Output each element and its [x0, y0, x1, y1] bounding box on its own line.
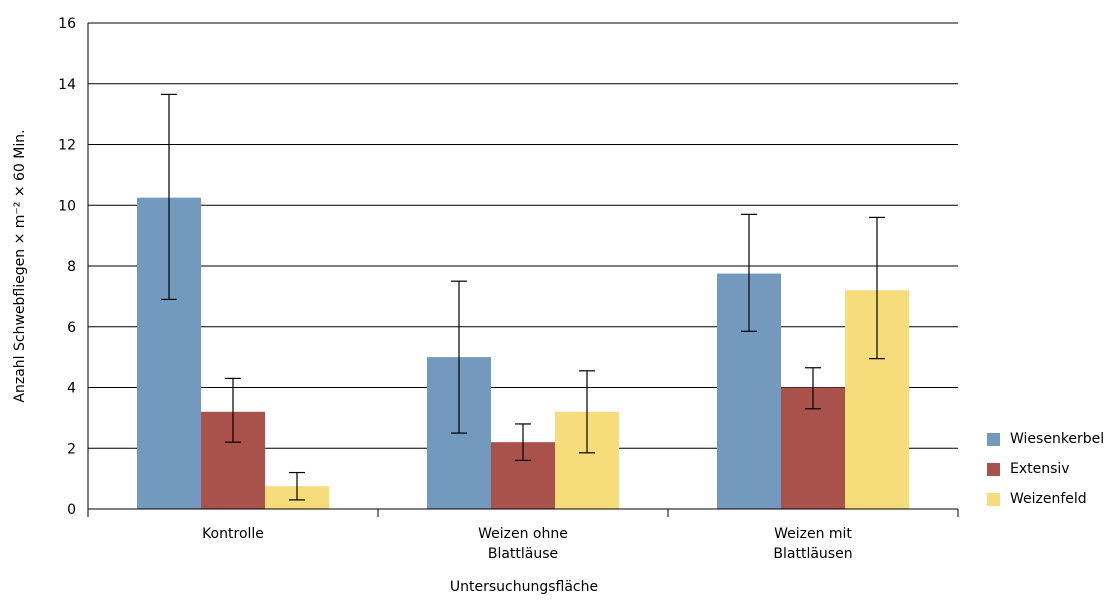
x-category-label: Kontrolle — [202, 526, 264, 542]
error-bar — [225, 377, 241, 443]
gridlines — [88, 22, 958, 449]
legend-swatch — [987, 462, 1000, 476]
error-bar — [805, 367, 821, 410]
y-tick-label: 0 — [67, 502, 76, 518]
legend-item-weizenfeld: Weizenfeld — [987, 484, 1104, 514]
axes — [87, 23, 959, 517]
y-tick-label: 8 — [67, 259, 76, 275]
error-bar — [869, 216, 885, 360]
legend-item-extensiv: Extensiv — [987, 454, 1104, 484]
error-bars — [161, 93, 885, 501]
legend-swatch — [987, 432, 1000, 446]
error-bar — [289, 471, 305, 501]
bars — [137, 197, 909, 509]
legend-label: Wiesenkerbel — [1010, 431, 1105, 447]
legend-label: Weizenfeld — [1010, 491, 1087, 507]
legend-item-wiesenkerbel: Wiesenkerbel — [987, 424, 1104, 454]
y-tick-label: 4 — [67, 381, 76, 397]
y-tick-label: 10 — [58, 198, 76, 214]
error-bar — [515, 423, 531, 461]
y-tick-label: 6 — [67, 320, 76, 336]
x-category-label: Weizen mit Blattläusen — [773, 526, 852, 562]
y-tick-label: 2 — [67, 441, 76, 457]
error-bar — [451, 280, 467, 434]
y-tick-labels: 0 2 4 6 8 10 12 14 16 — [58, 16, 76, 518]
legend: Wiesenkerbel Extensiv Weizenfeld — [987, 424, 1104, 514]
x-category-label: Weizen ohne Blattläuse — [478, 526, 568, 562]
y-tick-label: 16 — [58, 16, 76, 32]
legend-swatch — [987, 492, 1000, 506]
legend-label: Extensiv — [1010, 461, 1070, 477]
y-tick-label: 14 — [58, 77, 76, 93]
error-bar — [741, 213, 757, 332]
y-tick-label: 12 — [58, 138, 76, 154]
error-bar — [579, 370, 595, 454]
error-bar — [161, 93, 177, 301]
x-axis-title: Untersuchungsfläche — [450, 579, 598, 595]
y-axis-title: Anzahl Schwebfliegen × m⁻² × 60 Min. — [12, 129, 28, 402]
x-category-labels: Kontrolle Weizen ohne Blattläuse Weizen mit… — [202, 526, 853, 562]
